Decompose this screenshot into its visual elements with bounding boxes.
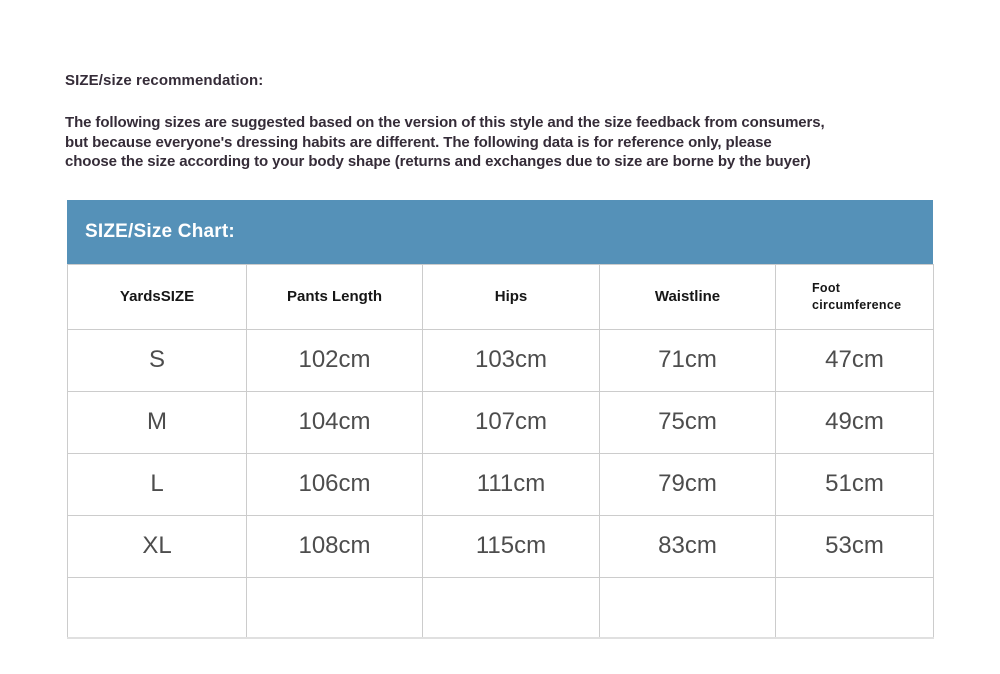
column-header-foot-circumference: Foot circumference — [775, 263, 934, 330]
empty-cell — [422, 576, 600, 638]
empty-cell — [599, 576, 776, 638]
size-note-line: The following sizes are suggested based … — [65, 114, 825, 131]
size-chart-banner: SIZE/Size Chart: — [67, 199, 933, 264]
table-row-empty — [67, 576, 934, 638]
table-row-size-s: S 102cm 103cm 71cm 47cm — [67, 328, 934, 392]
table-row-size-l: L 106cm 111cm 79cm 51cm — [67, 452, 934, 516]
table-header-row: YardsSIZE Pants Length Hips Waistline Fo… — [67, 263, 934, 330]
empty-cell — [775, 576, 934, 638]
pants-length-cell: 108cm — [246, 514, 423, 578]
pants-length-cell: 104cm — [246, 390, 423, 454]
waistline-cell: 71cm — [599, 328, 776, 392]
size-note-line: but because everyone's dressing habits a… — [65, 133, 772, 151]
pants-length-cell: 106cm — [246, 452, 423, 516]
size-chart-banner-title: SIZE/Size Chart: — [85, 220, 235, 242]
size-cell: L — [67, 452, 247, 516]
size-cell: M — [67, 390, 247, 454]
hips-cell: 115cm — [422, 514, 600, 578]
column-header-hips: Hips — [422, 263, 600, 330]
empty-cell — [246, 576, 423, 638]
hips-cell: 111cm — [422, 452, 600, 516]
foot-circumference-cell: 47cm — [775, 328, 934, 392]
pants-length-cell: 102cm — [246, 328, 423, 392]
size-chart: SIZE/Size Chart: YardsSIZE Pants Length … — [67, 199, 934, 639]
table-row-size-m: M 104cm 107cm 75cm 49cm — [67, 390, 934, 454]
size-cell: S — [67, 328, 247, 392]
waistline-cell: 75cm — [599, 390, 776, 454]
hips-cell: 107cm — [422, 390, 600, 454]
hips-cell: 103cm — [422, 328, 600, 392]
size-cell: XL — [67, 514, 247, 578]
foot-circumference-cell: 53cm — [775, 514, 934, 578]
table-row-size-xl: XL 108cm 115cm 83cm 53cm — [67, 514, 934, 578]
waistline-cell: 83cm — [599, 514, 776, 578]
page-title: SIZE/size recommendation: — [65, 72, 264, 89]
size-note-line: choose the size according to your body s… — [65, 153, 811, 170]
foot-circumference-cell: 51cm — [775, 452, 934, 516]
column-header-yards-size: YardsSIZE — [67, 263, 247, 330]
size-chart-table: YardsSIZE Pants Length Hips Waistline Fo… — [67, 263, 934, 639]
size-note: The following sizes are suggested based … — [65, 113, 935, 172]
column-header-waistline: Waistline — [599, 263, 776, 330]
column-header-pants-length: Pants Length — [246, 263, 423, 330]
empty-cell — [67, 576, 247, 638]
foot-circumference-cell: 49cm — [775, 390, 934, 454]
page-content: SIZE/size recommendation: The following … — [65, 72, 935, 639]
waistline-cell: 79cm — [599, 452, 776, 516]
